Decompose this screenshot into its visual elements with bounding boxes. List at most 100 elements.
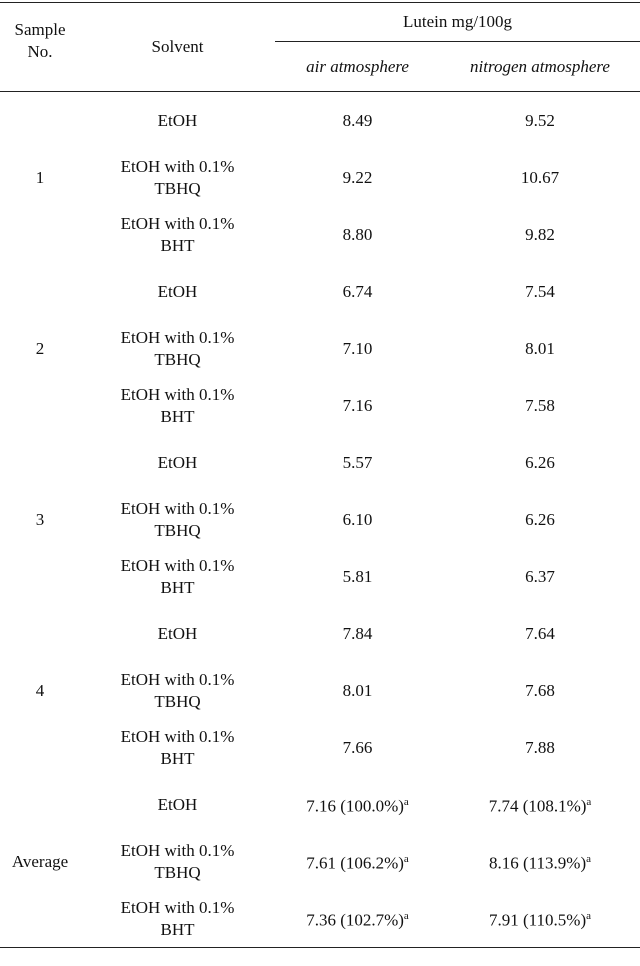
footnote-mark: a xyxy=(403,910,409,923)
value-text: 8.01 xyxy=(342,680,373,700)
table-row: EtOH with 0.1% BHT 7.16 7.58 xyxy=(0,377,640,434)
table-row: 2 EtOH 6.74 7.54 xyxy=(0,263,640,358)
value-cell: 8.01 xyxy=(440,320,640,377)
sample-label: 1 xyxy=(35,167,45,187)
value-cell: 5.81 xyxy=(275,548,440,605)
solvent-cell: EtOH with 0.1% TBHQ xyxy=(80,491,275,548)
value-cell: 6.37 xyxy=(440,548,640,605)
footnote-mark: a xyxy=(403,796,409,809)
lutein-table: Sample No. Solvent Lutein mg/100g air at… xyxy=(0,2,640,948)
value-cell: 7.64 xyxy=(440,605,640,662)
value-cell: 7.61 (106.2%)a xyxy=(275,833,440,890)
value-text: 7.16 (100.0%) xyxy=(306,796,404,816)
table-row: EtOH with 0.1% BHT 5.81 6.37 xyxy=(0,548,640,605)
value-text: 6.10 xyxy=(342,509,373,529)
value-text: 7.84 xyxy=(342,623,373,643)
group-header: Lutein mg/100g xyxy=(275,2,640,42)
solvent-cell: EtOH with 0.1% BHT xyxy=(80,890,275,948)
solvent-cell: EtOH with 0.1% BHT xyxy=(80,377,275,434)
solvent-cell: EtOH xyxy=(80,92,275,150)
value-cell: 7.68 xyxy=(440,662,640,719)
table-row: Average EtOH 7.16 (100.0%)a 7.74 (108.1%)a xyxy=(0,776,640,948)
solvent-text: EtOH xyxy=(157,623,198,643)
solvent-text: EtOH with 0.1% TBHQ xyxy=(120,156,235,198)
value-text: 8.80 xyxy=(342,224,373,244)
value-text: 6.37 xyxy=(525,566,555,586)
value-cell: 7.88 xyxy=(440,719,640,776)
value-cell: 7.54 xyxy=(440,263,640,320)
value-cell: 7.66 xyxy=(275,719,440,776)
value-cell: 9.52 xyxy=(440,92,640,150)
value-cell: 9.22 xyxy=(275,149,440,206)
value-cell: 6.10 xyxy=(275,491,440,548)
table-row: EtOH with 0.1% BHT 7.66 7.88 xyxy=(0,719,640,776)
solvent-cell: EtOH with 0.1% BHT xyxy=(80,548,275,605)
solvent-text: EtOH with 0.1% TBHQ xyxy=(120,327,235,369)
value-text: 8.01 xyxy=(525,338,555,358)
table-row: EtOH with 0.1% TBHQ 7.10 8.01 xyxy=(0,320,640,377)
table-row: EtOH with 0.1% TBHQ 8.01 7.68 xyxy=(0,662,640,719)
value-cell: 10.67 xyxy=(440,149,640,206)
value-cell: 8.01 xyxy=(275,662,440,719)
solvent-cell: EtOH xyxy=(80,263,275,320)
solvent-text: EtOH xyxy=(157,281,198,301)
value-text: 7.58 xyxy=(525,395,555,415)
solvent-text: EtOH with 0.1% BHT xyxy=(120,384,235,426)
value-text: 9.52 xyxy=(525,110,555,130)
solvent-text: EtOH with 0.1% TBHQ xyxy=(120,669,235,711)
value-text: 7.61 (106.2%) xyxy=(306,853,404,873)
value-text: 7.88 xyxy=(525,737,555,757)
table-row: 1 EtOH 8.49 9.52 xyxy=(0,92,640,187)
sample-label: 4 xyxy=(35,680,45,700)
table-row: 4 EtOH 7.84 7.64 xyxy=(0,605,640,700)
value-cell: 5.57 xyxy=(275,434,440,491)
sample-header: Sample No. xyxy=(0,2,80,92)
solvent-text: EtOH with 0.1% BHT xyxy=(120,897,235,939)
value-cell: 7.10 xyxy=(275,320,440,377)
footnote-mark: a xyxy=(403,853,409,866)
solvent-text: EtOH with 0.1% TBHQ xyxy=(120,840,235,882)
table-body: 1 EtOH 8.49 9.52 EtOH with 0.1% TBHQ 9.22 10.6… xyxy=(0,92,640,948)
value-cell: 7.91 (110.5%)a xyxy=(440,890,640,948)
value-cell: 7.36 (102.7%)a xyxy=(275,890,440,948)
solvent-text: EtOH with 0.1% BHT xyxy=(120,726,235,768)
solvent-cell: EtOH xyxy=(80,434,275,491)
table-row: EtOH with 0.1% BHT 7.36 (102.7%)a 7.91 (11… xyxy=(0,890,640,948)
solvent-cell: EtOH with 0.1% BHT xyxy=(80,206,275,263)
value-cell: 8.16 (113.9%)a xyxy=(440,833,640,890)
value-cell: 8.80 xyxy=(275,206,440,263)
value-cell: 8.49 xyxy=(275,92,440,150)
table-row: EtOH with 0.1% TBHQ 7.61 (106.2%)a 8.16 (1… xyxy=(0,833,640,890)
footnote-mark: a xyxy=(586,853,591,866)
value-text: 6.26 xyxy=(525,509,555,529)
value-text: 8.49 xyxy=(342,110,373,130)
value-text: 6.74 xyxy=(342,281,373,301)
value-cell: 6.26 xyxy=(440,491,640,548)
solvent-cell: EtOH with 0.1% TBHQ xyxy=(80,833,275,890)
footnote-mark: a xyxy=(586,910,591,923)
value-cell: 7.84 xyxy=(275,605,440,662)
value-text: 7.16 xyxy=(342,395,373,415)
value-text: 6.26 xyxy=(525,452,555,472)
solvent-cell: EtOH xyxy=(80,776,275,833)
solvent-text: EtOH with 0.1% BHT xyxy=(120,555,235,597)
value-text: 7.64 xyxy=(525,623,555,643)
table-row: 3 EtOH 5.57 6.26 xyxy=(0,434,640,529)
solvent-cell: EtOH with 0.1% TBHQ xyxy=(80,149,275,206)
value-cell: 6.74 xyxy=(275,263,440,320)
column-header: air atmosphere xyxy=(275,41,440,92)
value-text: 7.54 xyxy=(525,281,555,301)
value-cell: 7.74 (108.1%)a xyxy=(440,776,640,833)
sample-label: 2 xyxy=(35,338,45,358)
value-cell: 7.16 (100.0%)a xyxy=(275,776,440,833)
value-text: 9.22 xyxy=(342,167,373,187)
solvent-text: EtOH with 0.1% BHT xyxy=(120,213,235,255)
value-cell: 6.26 xyxy=(440,434,640,491)
value-cell: 7.58 xyxy=(440,377,640,434)
value-text: 9.82 xyxy=(525,224,555,244)
value-text: 5.57 xyxy=(342,452,373,472)
sample-label: 3 xyxy=(35,509,45,529)
value-cell: 9.82 xyxy=(440,206,640,263)
solvent-text: EtOH xyxy=(157,794,198,814)
